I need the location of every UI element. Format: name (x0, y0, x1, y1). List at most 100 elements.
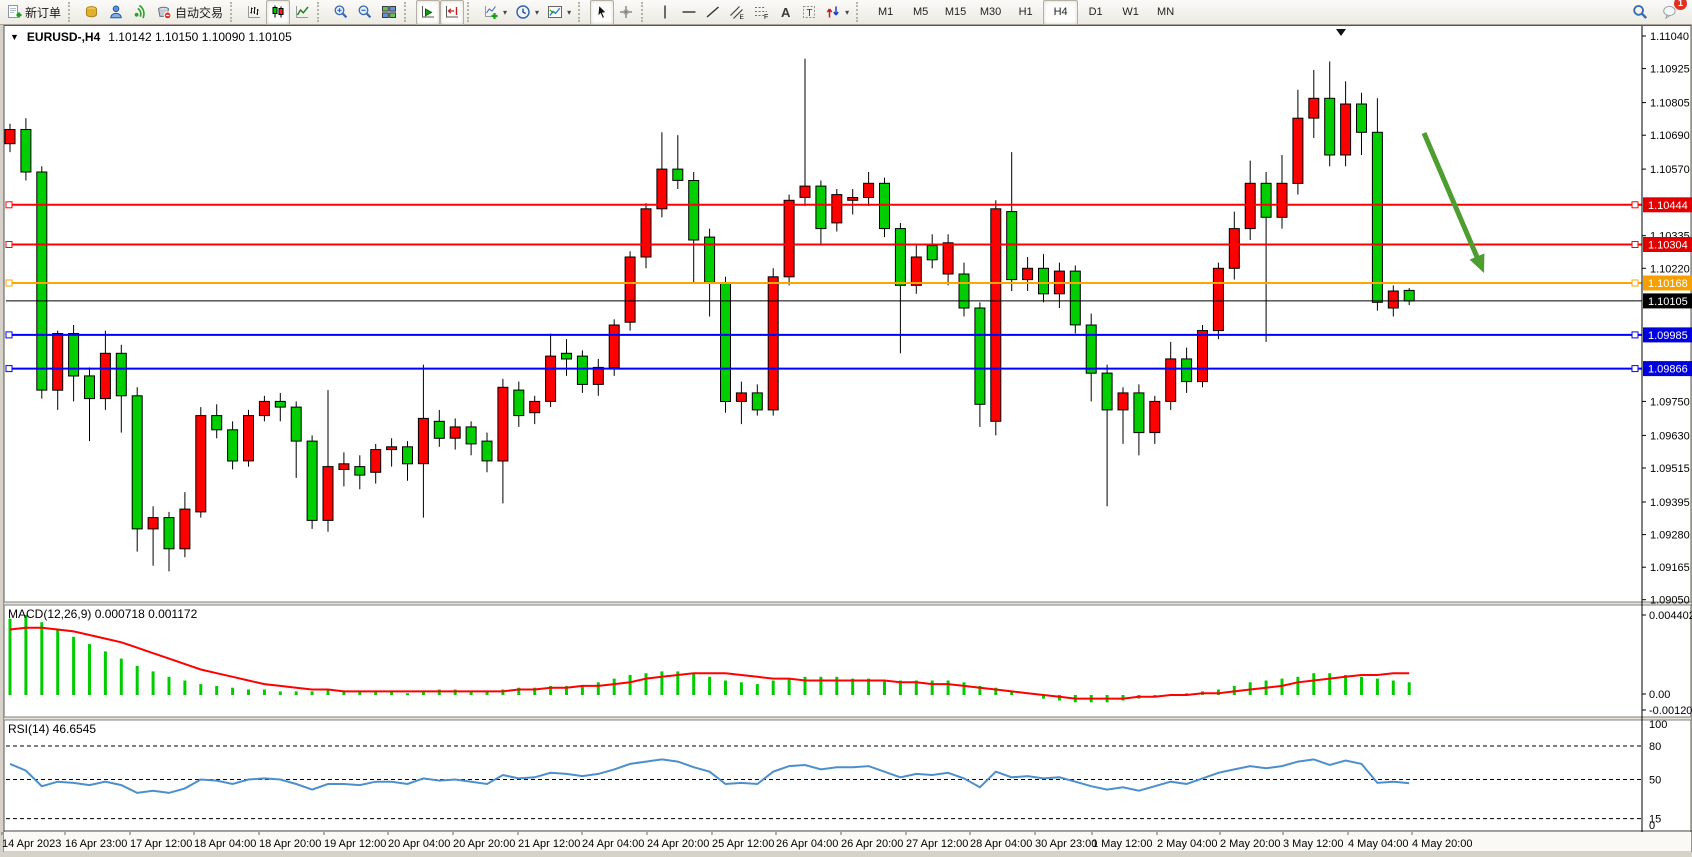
line-chart-button[interactable] (290, 0, 314, 25)
autotrading-button[interactable]: 自动交易 (152, 0, 227, 25)
date-tick-label: 2 May 04:00 (1157, 838, 1218, 850)
crosshair-button[interactable] (614, 0, 638, 25)
trend-arrow-annotation[interactable] (1421, 132, 1485, 273)
timeframe-M5[interactable]: M5 (912, 6, 929, 18)
timeframe-M1[interactable]: M1 (877, 6, 894, 18)
hline-1.10444[interactable] (5, 201, 1642, 209)
hline-1.10168[interactable] (5, 279, 1642, 287)
timeframe-M30[interactable]: M30 (979, 6, 1002, 18)
date-axis[interactable]: 14 Apr 2023 16 Apr 23:00 17 Apr 12:00 18 Ap… (1, 832, 1473, 850)
toolbar-separator (68, 2, 76, 22)
price-tick-label: 1.09165 (1650, 562, 1690, 574)
fibonacci-button[interactable]: F (749, 0, 773, 25)
bars-icon (246, 4, 262, 20)
collapse-triangle-icon[interactable]: ▼ (10, 32, 19, 42)
date-tick-label: 24 Apr 20:00 (647, 838, 709, 850)
horizontal-line-button[interactable] (677, 0, 701, 25)
date-tick-label: 20 Apr 20:00 (453, 838, 515, 850)
panel-splitter[interactable] (4, 602, 1691, 605)
clock-icon (515, 4, 531, 20)
chevron-down-icon[interactable]: ▾ (567, 7, 572, 17)
price-tick-label: 1.09395 (1650, 497, 1690, 509)
channel-button[interactable]: E (725, 0, 749, 25)
cursor-icon (594, 4, 610, 20)
autotrading-button-label: 自动交易 (175, 5, 224, 20)
price-axis[interactable]: 1.11040 1.10925 1.10805 1.10690 1.10570 1.103… (1642, 31, 1692, 607)
hline-1.09985[interactable] (5, 331, 1642, 339)
chevron-down-icon[interactable]: ▾ (503, 7, 508, 17)
cursor-button[interactable] (590, 0, 615, 25)
text-button[interactable]: A (773, 0, 797, 25)
trendline-button[interactable] (701, 0, 725, 25)
date-tick-label: 18 Apr 04:00 (194, 838, 256, 850)
macd-indicator-label: MACD(12,26,9) 0.000718 0.001172 (8, 607, 198, 621)
linechart-icon (294, 4, 310, 20)
periods-button[interactable]: ▾ (511, 0, 543, 25)
bar-chart-button[interactable] (242, 0, 266, 25)
zoom-in-button[interactable] (329, 0, 353, 25)
signals-button[interactable] (128, 0, 152, 25)
timeframe-MN[interactable]: MN (1157, 6, 1175, 18)
hline-1.09866[interactable] (5, 365, 1642, 373)
date-tick-label: 18 Apr 20:00 (259, 838, 321, 850)
chevron-down-icon[interactable]: ▾ (845, 7, 850, 17)
price-badge-label: 1.09985 (1648, 330, 1688, 342)
search-button[interactable] (1628, 0, 1652, 25)
arrows-button[interactable]: ▾ (821, 0, 853, 25)
price-tick-label: 1.10925 (1650, 64, 1690, 76)
templates-button[interactable]: ▾ (543, 0, 575, 25)
toolbar-separator (404, 2, 412, 22)
market-button[interactable] (80, 0, 104, 25)
timeframe-W1[interactable]: W1 (1122, 6, 1139, 18)
candles-icon (270, 4, 286, 20)
community-button[interactable] (104, 0, 128, 25)
chat-button[interactable]: 1 (1658, 0, 1687, 25)
rsi-axis-label: 50 (1649, 775, 1661, 787)
date-tick-label: 25 Apr 12:00 (712, 838, 774, 850)
tile-windows-button[interactable] (377, 0, 401, 25)
chevron-down-icon[interactable]: ▾ (535, 7, 540, 17)
notification-count-badge: 1 (1674, 0, 1687, 10)
rsi-panel: 100 80 50 150 (6, 719, 1667, 832)
ohlc-values: 1.10142 1.10150 1.10090 1.10105 (108, 30, 292, 44)
chart-shift-marker[interactable] (1336, 29, 1346, 36)
zoom-out-icon (357, 4, 373, 20)
price-tick-label: 1.09630 (1650, 430, 1690, 442)
fibo-icon: F (753, 4, 769, 20)
vline-icon (657, 4, 673, 20)
date-tick-label: 26 Apr 04:00 (776, 838, 838, 850)
hline-1.10304[interactable] (5, 241, 1642, 248)
autoscroll-icon (420, 4, 436, 20)
candlestick-button[interactable] (266, 0, 291, 25)
indicators-button[interactable]: ▾ (479, 0, 511, 25)
timeframe-D1[interactable]: D1 (1088, 6, 1103, 18)
candles-layer (4, 58, 1415, 572)
new-order-button[interactable]: 新订单 (2, 0, 65, 25)
label-button[interactable]: T (797, 0, 821, 25)
tile-icon (381, 4, 397, 20)
chart-shift-button[interactable] (440, 0, 465, 25)
price-badge (1643, 361, 1692, 377)
timeframe-H1[interactable]: H1 (1018, 6, 1033, 18)
channel-icon: E (729, 4, 745, 20)
date-tick-label: 14 Apr 2023 (2, 838, 61, 850)
zoom-out-button[interactable] (353, 0, 377, 25)
price-badge-label: 1.10444 (1648, 200, 1688, 212)
vertical-line-button[interactable] (653, 0, 677, 25)
auto-scroll-button[interactable] (416, 0, 441, 25)
date-tick-label: 26 Apr 20:00 (841, 838, 903, 850)
indicator-icon (483, 4, 499, 20)
price-badge (1643, 197, 1692, 213)
panel-splitter[interactable] (4, 717, 1691, 720)
zoom-in-icon (333, 4, 349, 20)
macd-axis-label: 0.00 (1649, 689, 1670, 701)
timeframe-M15[interactable]: M15 (944, 6, 967, 18)
new-order-button-label: 新订单 (25, 5, 62, 20)
rsi-axis-label: 80 (1649, 741, 1661, 753)
timeframe-H4[interactable]: H4 (1043, 0, 1079, 25)
chart-title: ▼ EURUSD-,H4 1.10142 1.10150 1.10090 1.1… (10, 30, 292, 44)
date-tick-label: 3 May 12:00 (1283, 838, 1344, 850)
chartshift-icon (444, 4, 460, 20)
